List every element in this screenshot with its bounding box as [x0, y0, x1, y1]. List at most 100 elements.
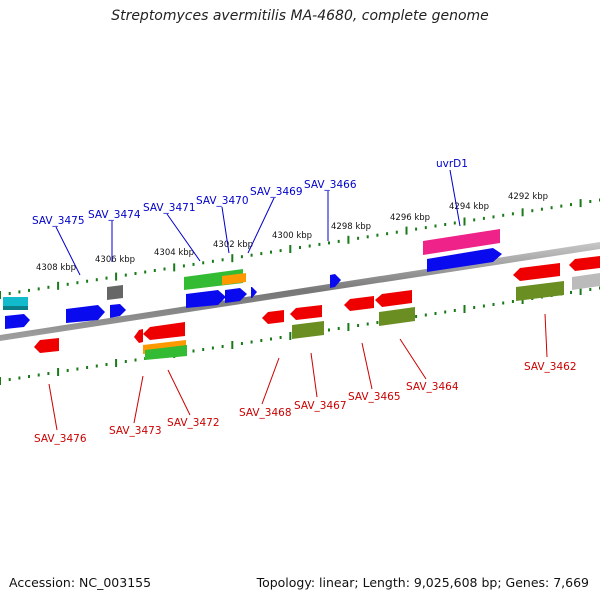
label-sav-3470[interactable]: SAV_3470	[196, 195, 249, 207]
lower-scale-minor-tick	[434, 312, 437, 315]
gene-blue-sav-3474[interactable]	[110, 304, 126, 318]
scale-label-4308: 4308 kbp	[36, 263, 76, 273]
upper-scale-major-tick	[521, 208, 524, 217]
label-sav-3468[interactable]: SAV_3468	[239, 407, 292, 419]
gene-olive-sav-3467[interactable]	[292, 321, 324, 339]
upper-scale-minor-tick	[337, 239, 340, 243]
upper-scale-minor-tick	[386, 232, 389, 236]
label-sav-3462[interactable]: SAV_3462	[524, 361, 577, 373]
callout-sav-3473	[133, 375, 144, 424]
upper-scale-minor-tick	[318, 242, 321, 246]
upper-scale-minor-tick	[376, 233, 379, 237]
lower-scale-minor-tick	[357, 324, 360, 327]
label-sav-3472[interactable]: SAV_3472	[167, 417, 220, 429]
upper-scale-minor-tick	[240, 255, 243, 259]
upper-scale-minor-tick	[482, 216, 485, 220]
map-title: Streptomyces avermitilis MA-4680, comple…	[111, 8, 489, 24]
top-gene-labels: SAV_3475 SAV_3474 SAV_3471 SAV_3470 SAV_…	[32, 158, 468, 227]
lower-scale-minor-tick	[192, 349, 195, 353]
callout-sav-3470	[221, 206, 230, 254]
lower-scale-major-tick	[579, 287, 582, 295]
label-sav-3473[interactable]: SAV_3473	[109, 425, 162, 437]
gene-red-sav-3467[interactable]	[290, 305, 322, 320]
lower-scale-minor-tick	[328, 328, 330, 332]
gene-red-sav-3462[interactable]	[513, 263, 560, 281]
upper-scale-minor-tick	[182, 264, 185, 268]
label-sav-3475[interactable]: SAV_3475	[32, 215, 85, 227]
label-uvrd1[interactable]: uvrD1	[436, 158, 468, 170]
lower-scale-minor-tick	[18, 376, 21, 380]
lower-scale-minor-tick	[66, 369, 69, 372]
lower-scale-minor-tick	[279, 336, 282, 339]
upper-scale-minor-tick	[453, 221, 456, 225]
upper-scale-minor-tick	[202, 261, 205, 265]
gene-red-sav-3464[interactable]	[375, 290, 412, 307]
lower-scale-minor-tick	[250, 340, 253, 344]
gene-red-sav-3473[interactable]	[143, 322, 185, 340]
label-sav-3466[interactable]: SAV_3466	[304, 179, 357, 191]
gene-red-small-sav-3473[interactable]	[134, 329, 143, 343]
gene-blue-sav-3469[interactable]	[251, 287, 257, 298]
upper-scale-minor-tick	[86, 279, 89, 283]
gene-blue-left[interactable]	[5, 314, 30, 329]
callout-sav-3462	[544, 313, 548, 358]
gene-green-sav-3472[interactable]	[145, 345, 187, 360]
lower-scale-major-tick	[347, 323, 350, 331]
callout-sav-3469	[247, 197, 275, 254]
upper-scale-minor-tick	[66, 282, 69, 286]
callout-sav-3468	[261, 357, 280, 405]
gene-red-sav-3476[interactable]	[34, 338, 59, 353]
upper-scale-minor-tick	[279, 249, 282, 253]
gene-red-sav-3468[interactable]	[262, 310, 284, 324]
lower-scale-minor-tick	[202, 348, 205, 351]
lower-scale-minor-tick	[124, 360, 127, 363]
upper-scale-major-tick	[0, 291, 1, 299]
upper-scale-minor-tick	[270, 250, 272, 254]
label-sav-3464[interactable]: SAV_3464	[406, 381, 459, 393]
lower-strand-genes	[34, 256, 600, 360]
gene-red-right[interactable]	[569, 256, 600, 271]
label-sav-3476[interactable]: SAV_3476	[34, 433, 87, 445]
upper-scale-minor-tick	[124, 273, 127, 277]
label-sav-3465[interactable]: SAV_3465	[348, 391, 401, 403]
lower-scale-major-tick	[0, 377, 1, 385]
upper-scale-major-tick	[463, 217, 466, 226]
lower-scale-minor-tick	[444, 310, 447, 314]
upper-scale-ticks	[0, 198, 600, 299]
gene-red-sav-3465[interactable]	[344, 296, 374, 311]
gene-lightgray-right[interactable]	[572, 273, 600, 290]
gene-pink-uvrd1[interactable]	[423, 229, 500, 255]
gene-blue-sav-3466[interactable]	[330, 274, 341, 288]
upper-scale-minor-tick	[299, 246, 301, 249]
gene-blue-uvrd1[interactable]	[427, 248, 502, 272]
label-sav-3467[interactable]: SAV_3467	[294, 400, 347, 412]
upper-scale-minor-tick	[492, 215, 495, 219]
label-sav-3471[interactable]: SAV_3471	[143, 202, 196, 214]
upper-scale-minor-tick	[570, 203, 572, 207]
gene-orange-sav-3471[interactable]	[222, 273, 246, 285]
lower-scale-minor-tick	[8, 378, 11, 381]
scale-label-4294: 4294 kbp	[449, 202, 489, 212]
label-sav-3474[interactable]: SAV_3474	[88, 209, 141, 221]
callout-sav-3465	[361, 342, 373, 390]
gene-gray-sav-3474[interactable]	[107, 285, 123, 300]
upper-scale-major-tick	[579, 199, 582, 208]
lower-scale-minor-tick	[415, 315, 418, 318]
lower-scale-minor-tick	[473, 306, 476, 309]
gene-blue-sav-3475[interactable]	[66, 305, 105, 323]
gene-olive-sav-3464[interactable]	[379, 307, 415, 326]
scale-label-4304: 4304 kbp	[154, 248, 194, 258]
gene-blue-sav-3470[interactable]	[225, 288, 247, 303]
gene-green-sav-3471[interactable]	[184, 269, 243, 290]
lower-scale-minor-tick	[240, 342, 243, 345]
lower-scale-minor-tick	[260, 339, 263, 342]
lower-scale-minor-tick	[337, 327, 340, 330]
lower-scale-minor-tick	[492, 303, 495, 306]
gene-blue-sav-3471[interactable]	[186, 290, 226, 308]
gene-olive-sav-3462[interactable]	[516, 281, 564, 301]
lower-scale-minor-tick	[37, 373, 40, 377]
scale-label-4306: 4306 kbp	[95, 255, 135, 265]
bottom-gene-labels: SAV_3476 SAV_3473 SAV_3472 SAV_3468 SAV_…	[34, 361, 577, 445]
upper-scale-major-tick	[289, 245, 292, 253]
label-sav-3469[interactable]: SAV_3469	[250, 186, 303, 198]
